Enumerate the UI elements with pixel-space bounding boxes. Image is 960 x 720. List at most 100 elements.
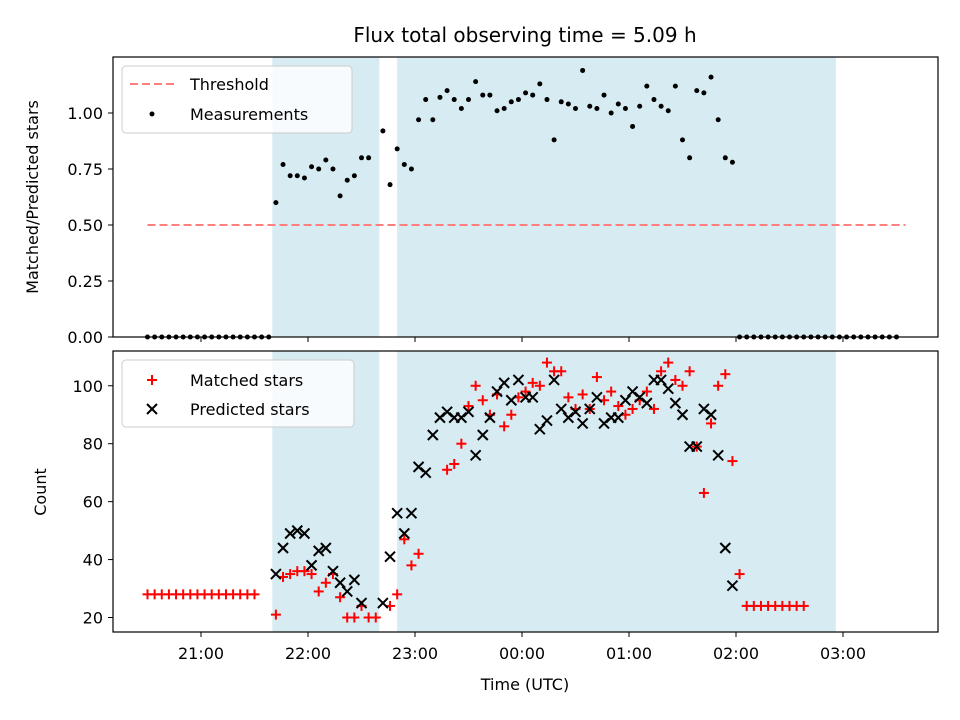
- predicted-star-point: [619, 394, 632, 406]
- predicted-star-point: [541, 414, 553, 427]
- top-y-axis-label: Matched/Predicted stars: [23, 100, 42, 294]
- predicted-star-point: [548, 374, 560, 386]
- matched-star-point: [392, 589, 403, 600]
- matched-star-point: [798, 600, 809, 611]
- predicted-star-point: [305, 559, 318, 572]
- top-panel: Flux total observing time = 5.09 h 0.000…: [23, 23, 939, 347]
- bottom-y-tick-label: 80: [83, 435, 103, 454]
- x-tick-label: 03:00: [820, 644, 866, 663]
- measurement-point: [473, 79, 479, 85]
- predicted-star-point: [427, 429, 439, 441]
- measurement-point: [587, 103, 593, 109]
- matched-star-point: [399, 534, 410, 545]
- matched-star-point: [506, 409, 517, 420]
- measurement-point: [594, 106, 600, 112]
- measurement-point: [273, 200, 279, 206]
- measurement-point: [573, 106, 578, 112]
- measurement-point: [722, 155, 728, 161]
- measurement-point: [729, 159, 735, 165]
- measurement-point: [458, 106, 464, 112]
- bottom-shaded-regions: [272, 351, 836, 632]
- predicted-star-point: [591, 391, 603, 404]
- top-legend-box: [121, 65, 353, 134]
- measurement-point: [622, 106, 628, 112]
- predicted-star-point: [655, 374, 667, 386]
- matched-star-point: [663, 357, 674, 368]
- top-y-ticks: 0.00 0.25 0.50 0.75 1.00: [67, 104, 113, 347]
- measurement-point: [309, 164, 315, 170]
- predicted-star-point: [726, 579, 739, 592]
- bottom-legend: Matched stars Predicted stars: [121, 359, 355, 428]
- measurement-point: [523, 90, 529, 96]
- bottom-y-axis-label: Count: [31, 468, 50, 516]
- matched-star-point: [713, 380, 724, 391]
- matched-star-point: [463, 401, 474, 412]
- bottom-axes-frame: [112, 350, 939, 633]
- predicted-legend-label: Predicted stars: [190, 400, 310, 419]
- x-tick-label: 21:00: [178, 644, 224, 663]
- matched-star-point: [349, 612, 360, 623]
- measurement-point: [687, 155, 693, 161]
- measurement-point: [680, 137, 685, 143]
- top-y-tick-label: 1.00: [67, 104, 103, 123]
- predicted-star-point: [377, 597, 389, 609]
- matched-star-point: [534, 380, 545, 391]
- matched-star-point: [698, 487, 709, 498]
- matched-star-point: [641, 386, 652, 397]
- measurement-point: [401, 162, 407, 168]
- predicted-star-point: [505, 394, 518, 406]
- matched-star-point: [734, 569, 745, 580]
- matched-star-point: [720, 369, 731, 380]
- chart-title: Flux total observing time = 5.09 h: [353, 23, 696, 47]
- predicted-star-point: [355, 597, 368, 609]
- matched-star-point: [591, 372, 602, 383]
- measurement-point: [637, 103, 643, 109]
- matched-star-point: [320, 577, 331, 588]
- matched-legend-marker: [147, 375, 157, 385]
- measurement-point: [387, 182, 393, 188]
- measurement-point: [558, 99, 564, 105]
- matched-star-point: [613, 401, 624, 412]
- top-x-ticks: [200, 337, 844, 342]
- predicted-star-point: [398, 527, 411, 540]
- measurement-point: [344, 177, 350, 183]
- matched-star-point: [306, 569, 317, 580]
- x-axis-label: Time (UTC): [480, 675, 569, 694]
- predicted-star-point: [284, 527, 296, 540]
- measurement-point: [451, 97, 457, 103]
- measurement-point: [672, 83, 678, 89]
- predicted-legend-marker: [146, 403, 158, 415]
- predicted-star-point: [491, 385, 503, 398]
- predicted-star-point: [705, 409, 717, 421]
- predicted-star-point: [691, 440, 703, 453]
- predicted-star-point: [291, 524, 304, 537]
- matched-star-point: [670, 374, 681, 385]
- predicted-star-point: [662, 382, 674, 395]
- bottom-y-tick-label: 20: [83, 609, 103, 628]
- measurement-point: [323, 157, 329, 163]
- matched-star-point: [556, 366, 567, 377]
- matched-star-point: [627, 403, 638, 414]
- predicted-star-point: [712, 449, 724, 461]
- top-y-tick-label: 0.50: [67, 216, 103, 235]
- measurement-point: [301, 175, 307, 181]
- measurement-point: [694, 88, 700, 94]
- measurement-point: [408, 166, 414, 172]
- measurement-point: [466, 97, 471, 103]
- matched-star-point: [563, 392, 574, 403]
- top-y-tick-label: 0.75: [67, 160, 103, 179]
- measurement-point: [294, 173, 300, 179]
- threshold-legend-label: Threshold: [189, 75, 269, 94]
- measurement-point: [537, 81, 543, 87]
- bottom-y-tick-label: 100: [72, 377, 103, 396]
- bottom-legend-box: [121, 359, 355, 428]
- measurement-point: [280, 162, 286, 168]
- measurement-point: [366, 155, 372, 161]
- measurement-point: [359, 155, 364, 161]
- bottom-panel: 20 40 60 80 100 21:00 22:00 23:00 00:00 01:00 02:…: [31, 350, 939, 694]
- top-legend: Threshold Measurements: [121, 65, 353, 134]
- measurement-point: [508, 99, 514, 105]
- predicted-star-point: [719, 542, 732, 554]
- bottom-y-tick-label: 40: [83, 551, 103, 570]
- x-tick-label: 02:00: [713, 644, 759, 663]
